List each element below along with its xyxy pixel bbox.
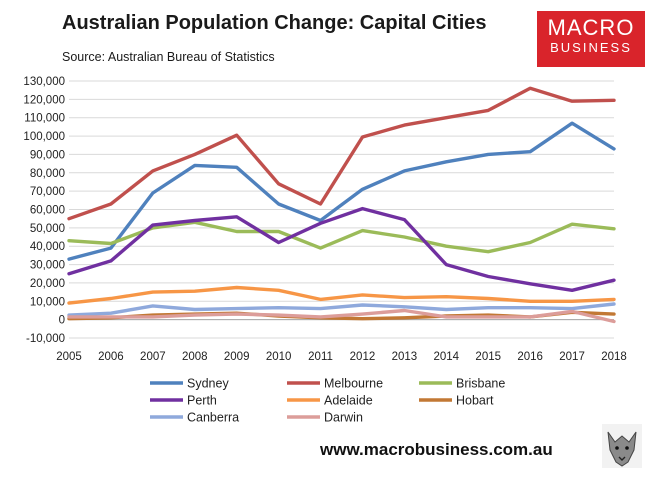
legend-label: Sydney [187, 377, 229, 391]
x-tick-label: 2011 [308, 351, 333, 363]
x-tick-label: 2010 [266, 351, 292, 363]
x-tick-label: 2015 [475, 351, 501, 363]
chart-title: Australian Population Change: Capital Ci… [62, 12, 487, 34]
x-tick-label: 2017 [559, 351, 585, 363]
chart-source: Source: Australian Bureau of Statistics [62, 50, 275, 64]
x-tick-label: 2016 [517, 351, 543, 363]
y-tick-label: 30,000 [30, 260, 65, 272]
series-line-darwin [67, 308, 616, 324]
legend-label: Melbourne [324, 377, 383, 391]
y-tick-label: -10,000 [26, 333, 65, 345]
legend-label: Perth [187, 394, 217, 408]
y-tick-label: 70,000 [30, 186, 65, 198]
series-line-adelaide [67, 285, 616, 305]
series-lines [67, 86, 616, 324]
logo-line-2: BUSINESS [550, 40, 632, 55]
x-tick-label: 2013 [392, 351, 418, 363]
y-tick-label: 80,000 [30, 168, 65, 180]
series-line-sydney [67, 121, 616, 261]
y-tick-label: 10,000 [30, 296, 65, 308]
x-tick-label: 2006 [98, 351, 124, 363]
series-line-perth [67, 206, 616, 292]
y-tick-label: 130,000 [23, 76, 65, 88]
y-tick-label: 0 [59, 315, 65, 327]
y-tick-label: 50,000 [30, 223, 65, 235]
series-line-canberra [67, 302, 616, 317]
x-tick-label: 2005 [56, 351, 82, 363]
x-tick-label: 2012 [350, 351, 376, 363]
gridlines [69, 80, 614, 339]
wolf-logo-icon [602, 424, 642, 468]
series-line-melbourne [67, 86, 616, 221]
x-tick-label: 2018 [601, 351, 627, 363]
x-tick-label: 2009 [224, 351, 250, 363]
series-line-brisbane [67, 220, 616, 254]
y-tick-label: 60,000 [30, 205, 65, 217]
x-tick-label: 2007 [140, 351, 166, 363]
y-tick-label: 20,000 [30, 278, 65, 290]
y-tick-label: 110,000 [24, 113, 65, 125]
x-tick-label: 2008 [182, 351, 208, 363]
x-axis-tick-labels: 2005 2006 2007 2008 2009 2010 2011 2012 2013 2014… [56, 351, 627, 363]
y-tick-label: 100,000 [23, 131, 65, 143]
y-tick-label: 40,000 [30, 241, 65, 253]
y-axis-tick-labels: -10,000 0 10,000 20,000 30,000 40,000 50,000 60… [23, 76, 65, 345]
x-tick-label: 2014 [434, 351, 460, 363]
legend-label: Adelaide [324, 394, 373, 408]
macrobusiness-logo: MACRO BUSINESS [537, 11, 645, 67]
y-tick-label: 90,000 [30, 149, 65, 161]
legend: Sydney Melbourne Brisbane Perth Adelaide Hoba… [150, 377, 505, 425]
logo-line-1: MACRO [547, 15, 635, 40]
legend-label: Brisbane [456, 377, 505, 391]
legend-label: Darwin [324, 411, 363, 425]
footer-url: www.macrobusiness.com.au [320, 440, 553, 459]
legend-label: Canberra [187, 411, 239, 425]
y-tick-label: 120,000 [23, 94, 65, 106]
legend-label: Hobart [456, 394, 494, 408]
